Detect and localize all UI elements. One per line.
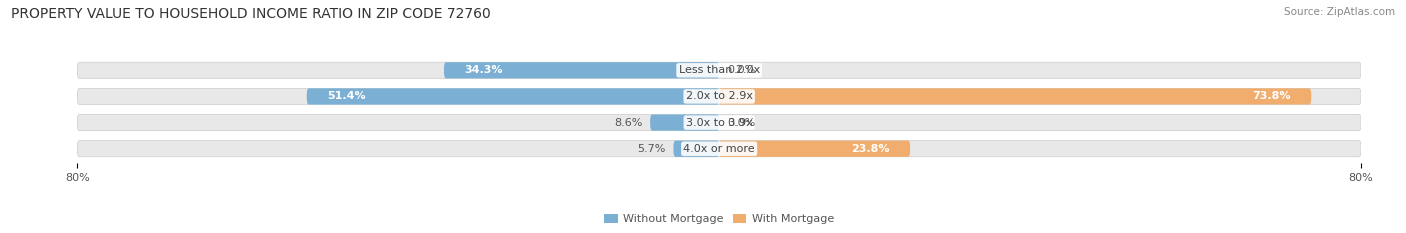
FancyBboxPatch shape <box>673 141 720 157</box>
Legend: Without Mortgage, With Mortgage: Without Mortgage, With Mortgage <box>605 214 834 224</box>
FancyBboxPatch shape <box>77 88 1361 105</box>
Text: Less than 2.0x: Less than 2.0x <box>679 65 759 75</box>
Text: 2.0x to 2.9x: 2.0x to 2.9x <box>686 91 752 101</box>
FancyBboxPatch shape <box>720 141 910 157</box>
Text: 3.0x to 3.9x: 3.0x to 3.9x <box>686 118 752 128</box>
Text: Source: ZipAtlas.com: Source: ZipAtlas.com <box>1284 7 1395 17</box>
Text: 4.0x or more: 4.0x or more <box>683 144 755 154</box>
Text: PROPERTY VALUE TO HOUSEHOLD INCOME RATIO IN ZIP CODE 72760: PROPERTY VALUE TO HOUSEHOLD INCOME RATIO… <box>11 7 491 21</box>
FancyBboxPatch shape <box>650 114 720 131</box>
Text: 73.8%: 73.8% <box>1253 91 1291 101</box>
Text: 0.0%: 0.0% <box>727 118 755 128</box>
Text: 23.8%: 23.8% <box>852 144 890 154</box>
Text: 5.7%: 5.7% <box>637 144 665 154</box>
FancyBboxPatch shape <box>77 62 1361 78</box>
FancyBboxPatch shape <box>444 62 720 78</box>
FancyBboxPatch shape <box>77 141 1361 157</box>
FancyBboxPatch shape <box>720 88 1312 105</box>
Text: 51.4%: 51.4% <box>326 91 366 101</box>
FancyBboxPatch shape <box>307 88 720 105</box>
Text: 8.6%: 8.6% <box>614 118 643 128</box>
Text: 34.3%: 34.3% <box>464 65 502 75</box>
Text: 0.0%: 0.0% <box>727 65 755 75</box>
FancyBboxPatch shape <box>77 114 1361 131</box>
